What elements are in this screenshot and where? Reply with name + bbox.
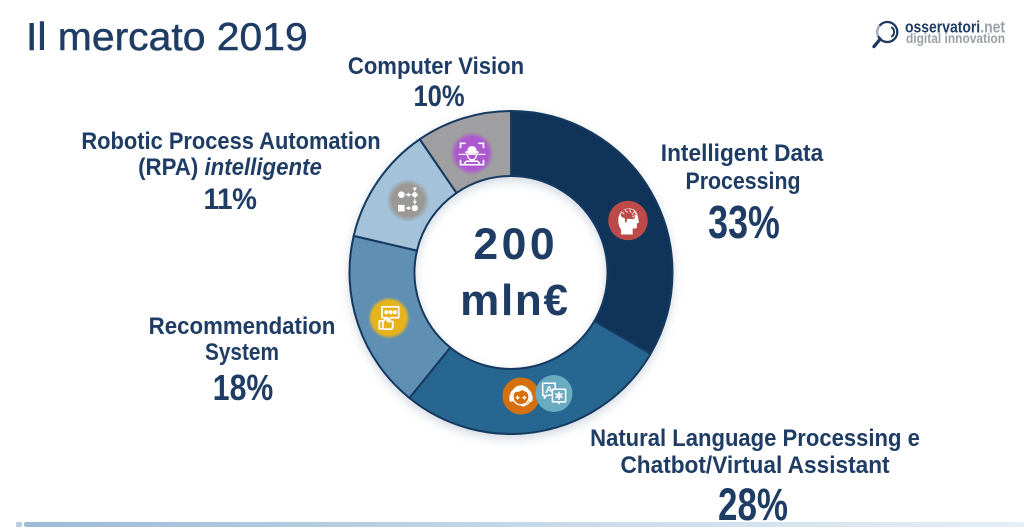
svg-text:osservatori.net: osservatori.net	[905, 17, 1005, 36]
svg-text:A: A	[546, 384, 553, 395]
svg-text:digital innovation: digital innovation	[906, 31, 1005, 46]
